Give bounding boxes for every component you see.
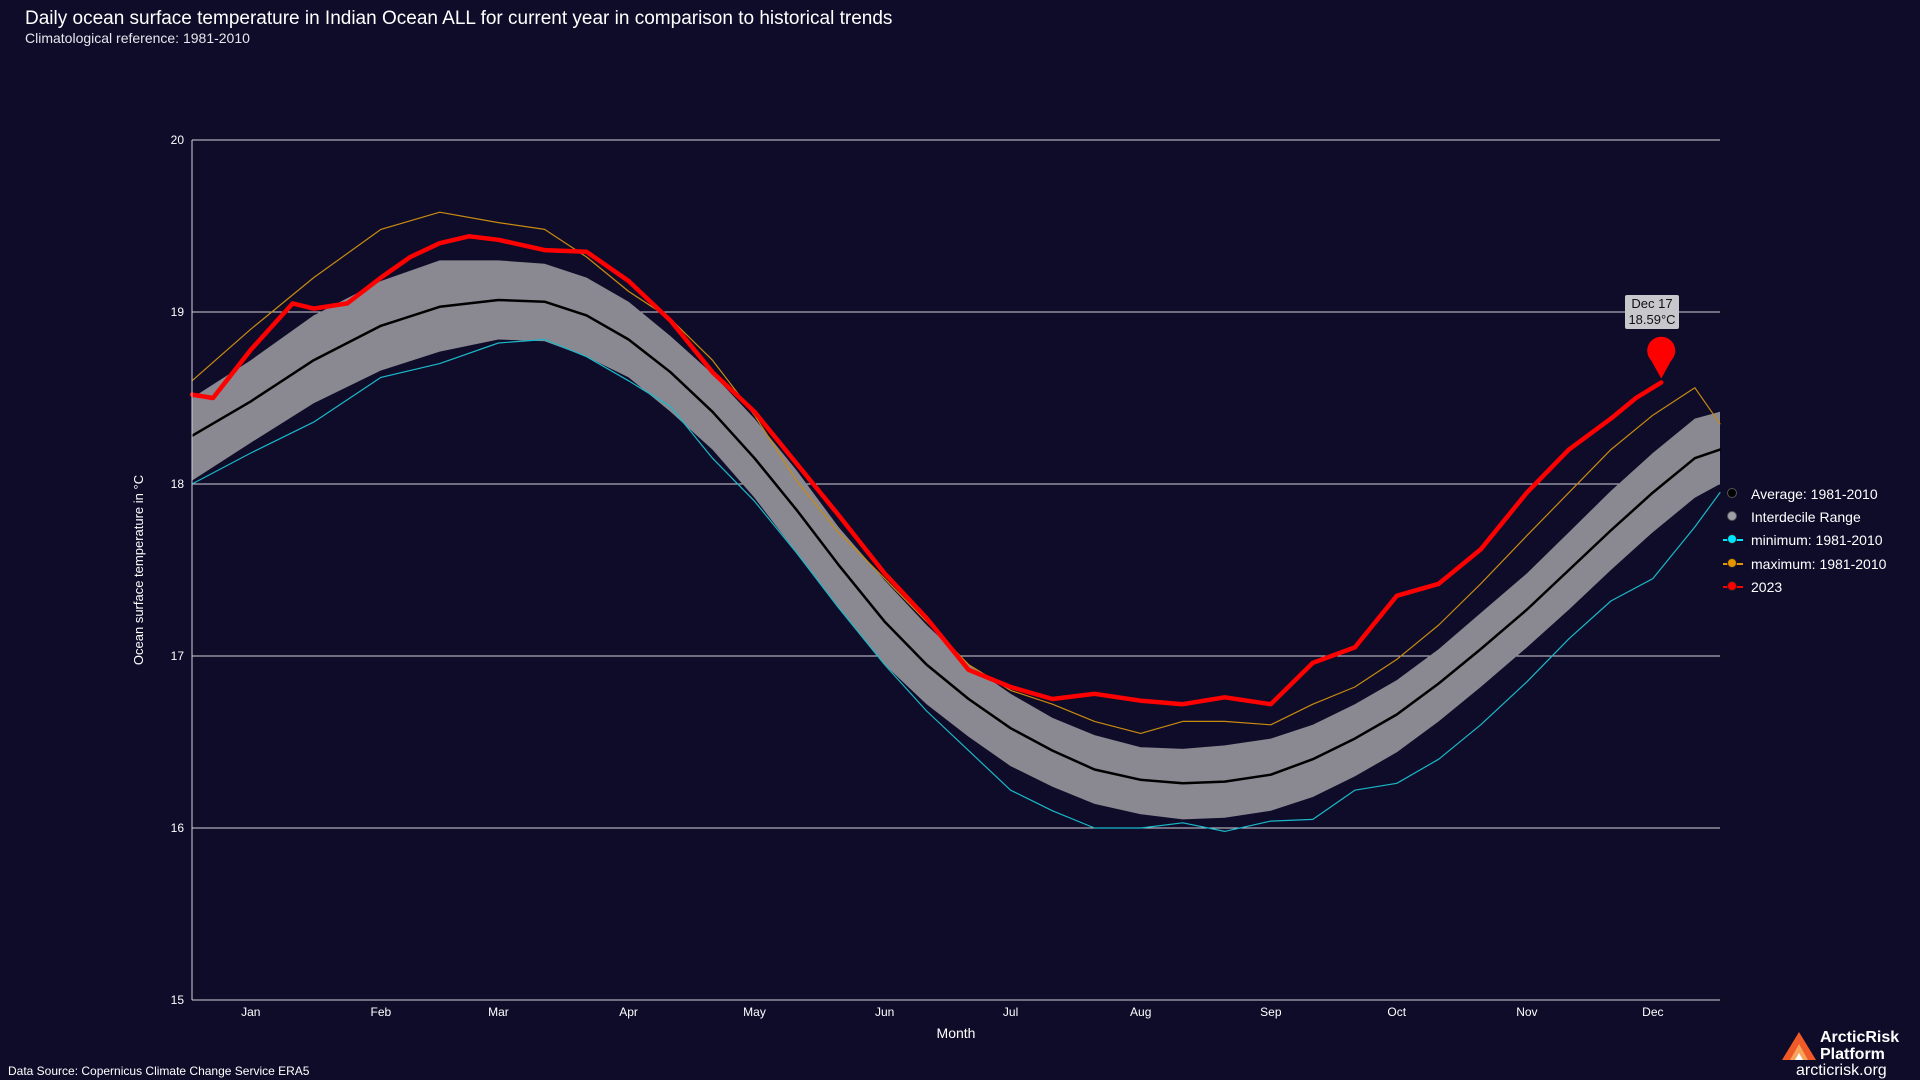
- legend-swatch-icon: [1723, 487, 1743, 501]
- minimum-series-line: [191, 338, 1721, 832]
- legend-swatch-icon: [1723, 557, 1743, 571]
- arcticrisk-logo-icon: [1782, 1032, 1816, 1060]
- x-tick-label: May: [743, 1005, 766, 1019]
- interdecile-range-area: [192, 260, 1720, 820]
- legend-item[interactable]: 2023: [1723, 575, 1913, 598]
- x-tick-label: Jan: [241, 1005, 260, 1019]
- y-tick-label: 17: [171, 649, 185, 663]
- x-tick-label: Aug: [1130, 1005, 1151, 1019]
- legend-swatch-icon: [1723, 510, 1743, 524]
- tooltip-box: Dec 17 18.59°C: [1625, 295, 1679, 329]
- legend-item[interactable]: Average: 1981-2010: [1723, 482, 1913, 505]
- legend-item[interactable]: maximum: 1981-2010: [1723, 552, 1913, 575]
- y-tick-label: 18: [171, 477, 185, 491]
- legend-swatch-icon: [1723, 580, 1743, 594]
- legend-swatch-icon: [1723, 533, 1743, 547]
- x-tick-label: Dec: [1642, 1005, 1663, 1019]
- x-tick-label: Oct: [1387, 1005, 1406, 1019]
- x-tick-label: Apr: [619, 1005, 638, 1019]
- x-tick-label: Jul: [1003, 1005, 1018, 1019]
- tooltip-value: 18.59°C: [1628, 312, 1676, 327]
- average-series-line: [190, 298, 1722, 785]
- y-tick-label: 19: [171, 305, 185, 319]
- y-tick-label: 20: [171, 133, 185, 147]
- marker-layer[interactable]: [1647, 336, 1676, 379]
- chart-subtitle: Climatological reference: 1981-2010: [25, 30, 250, 46]
- brand-block[interactable]: ArcticRisk Platform arcticrisk.org: [1780, 1026, 1916, 1080]
- brand-name-line2: Platform: [1820, 1046, 1885, 1063]
- x-tick-label: Feb: [371, 1005, 392, 1019]
- legend-item[interactable]: minimum: 1981-2010: [1723, 529, 1913, 552]
- maximum-series-line: [191, 211, 1721, 734]
- brand-url-link[interactable]: arcticrisk.org: [1796, 1062, 1887, 1079]
- x-tick-label: Mar: [488, 1005, 509, 1019]
- y-tick-label: 16: [171, 821, 185, 835]
- legend-label: minimum: 1981-2010: [1751, 532, 1883, 549]
- data-source-note: Data Source: Copernicus Climate Change S…: [8, 1064, 310, 1078]
- legend-label: maximum: 1981-2010: [1751, 555, 1887, 572]
- legend-item[interactable]: Interdecile Range: [1723, 505, 1913, 528]
- interdecile-band-layer: [192, 260, 1720, 820]
- brand-name: ArcticRisk Platform: [1820, 1029, 1916, 1063]
- axis-layer: 15 16 17 18 19 20 Jan Feb Mar Apr May Jun Jul Aug Sep O…: [131, 133, 1664, 1041]
- y-axis-label: Ocean surface temperature in °C: [131, 475, 146, 665]
- series-lines-layer: [189, 211, 1722, 832]
- brand-name-line1: ArcticRisk: [1820, 1029, 1900, 1046]
- legend-label: Average: 1981-2010: [1751, 485, 1878, 502]
- x-tick-label: Nov: [1516, 1005, 1537, 1019]
- chart-title: Daily ocean surface temperature in India…: [25, 8, 893, 29]
- x-tick-label: Jun: [875, 1005, 894, 1019]
- current-year-series-line: [189, 234, 1664, 707]
- x-tick-label: Sep: [1260, 1005, 1282, 1019]
- legend-label: 2023: [1751, 578, 1783, 595]
- tooltip-date: Dec 17: [1631, 296, 1673, 311]
- legend: Average: 1981-2010 Interdecile Range minim…: [1723, 482, 1913, 598]
- y-tick-label: 15: [171, 993, 185, 1007]
- legend-label: Interdecile Range: [1751, 508, 1861, 525]
- latest-value-marker-icon[interactable]: [1647, 336, 1676, 379]
- x-axis-label: Month: [937, 1025, 976, 1041]
